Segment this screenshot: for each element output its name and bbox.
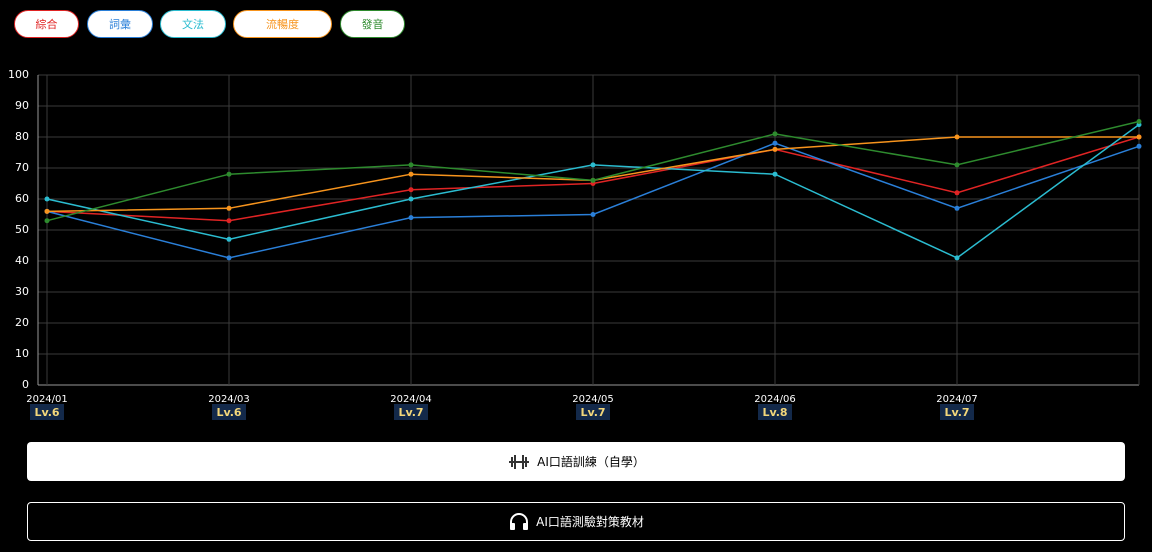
headset-icon bbox=[510, 512, 529, 530]
y-tick-label: 20 bbox=[15, 316, 29, 329]
data-point bbox=[226, 171, 232, 177]
x-tick-label: 2024/06 bbox=[754, 394, 796, 405]
level-badge bbox=[212, 404, 246, 420]
data-point bbox=[772, 140, 778, 146]
x-tick-label: 2024/03 bbox=[208, 394, 250, 405]
data-point bbox=[590, 177, 596, 183]
button-label: AI口語訓練（自學） bbox=[537, 455, 645, 469]
level-label: Lv.7 bbox=[398, 406, 423, 419]
materials-button[interactable]: AI口語測驗對策教材 bbox=[27, 502, 1125, 541]
data-point bbox=[954, 162, 960, 168]
data-point bbox=[954, 190, 960, 196]
legend-toggle[interactable]: 詞彙 bbox=[87, 10, 153, 38]
x-tick-label: 2024/07 bbox=[936, 394, 978, 405]
y-tick-label: 60 bbox=[15, 192, 29, 205]
data-point bbox=[954, 134, 960, 140]
data-point bbox=[44, 208, 50, 214]
dumbbell-icon bbox=[509, 454, 530, 469]
data-point bbox=[408, 162, 414, 168]
data-point bbox=[1136, 143, 1142, 149]
legend-toggle[interactable]: 文法 bbox=[160, 10, 226, 38]
data-point bbox=[772, 146, 778, 152]
level-label: Lv.7 bbox=[944, 406, 969, 419]
data-point bbox=[226, 236, 232, 242]
data-point bbox=[408, 215, 414, 221]
y-tick-label: 40 bbox=[15, 254, 29, 267]
data-point bbox=[408, 171, 414, 177]
x-tick-label: 2024/05 bbox=[572, 394, 614, 405]
data-point bbox=[590, 162, 596, 168]
data-point bbox=[226, 205, 232, 211]
data-point bbox=[772, 131, 778, 137]
legend-toggle[interactable]: 流暢度 bbox=[233, 10, 332, 38]
level-badge bbox=[30, 404, 64, 420]
data-point bbox=[226, 255, 232, 261]
y-tick-label: 100 bbox=[8, 68, 29, 81]
x-tick-label: 2024/04 bbox=[390, 394, 432, 405]
chart: 01020304050607080901002024/01Lv.62024/03… bbox=[8, 68, 1142, 420]
level-badge bbox=[576, 404, 610, 420]
level-badge bbox=[394, 404, 428, 420]
data-point bbox=[1136, 119, 1142, 124]
data-point bbox=[772, 171, 778, 177]
data-point bbox=[226, 218, 232, 224]
data-point bbox=[1136, 134, 1142, 140]
data-point bbox=[954, 255, 960, 261]
level-label: Lv.7 bbox=[580, 406, 605, 419]
y-tick-label: 10 bbox=[15, 347, 29, 360]
legend-toggle[interactable]: 綜合 bbox=[14, 10, 79, 38]
y-tick-label: 30 bbox=[15, 285, 29, 298]
level-label: Lv.6 bbox=[216, 406, 241, 419]
data-point bbox=[408, 187, 414, 193]
data-point bbox=[44, 218, 50, 224]
button-label: AI口語測驗對策教材 bbox=[536, 515, 644, 529]
y-tick-label: 90 bbox=[15, 99, 29, 112]
data-point bbox=[590, 212, 596, 217]
level-badge bbox=[940, 404, 974, 420]
data-point bbox=[44, 196, 50, 202]
y-tick-label: 70 bbox=[15, 161, 29, 174]
training-button[interactable]: AI口語訓練（自學） bbox=[27, 442, 1125, 481]
y-tick-label: 0 bbox=[22, 378, 29, 391]
legend-toggle[interactable]: 發音 bbox=[340, 10, 405, 38]
data-point bbox=[954, 205, 960, 211]
level-label: Lv.8 bbox=[762, 406, 787, 419]
y-tick-label: 50 bbox=[15, 223, 29, 236]
x-tick-label: 2024/01 bbox=[26, 394, 68, 405]
level-badge bbox=[758, 404, 792, 420]
data-point bbox=[408, 196, 414, 202]
level-label: Lv.6 bbox=[34, 406, 59, 419]
y-tick-label: 80 bbox=[15, 130, 29, 143]
